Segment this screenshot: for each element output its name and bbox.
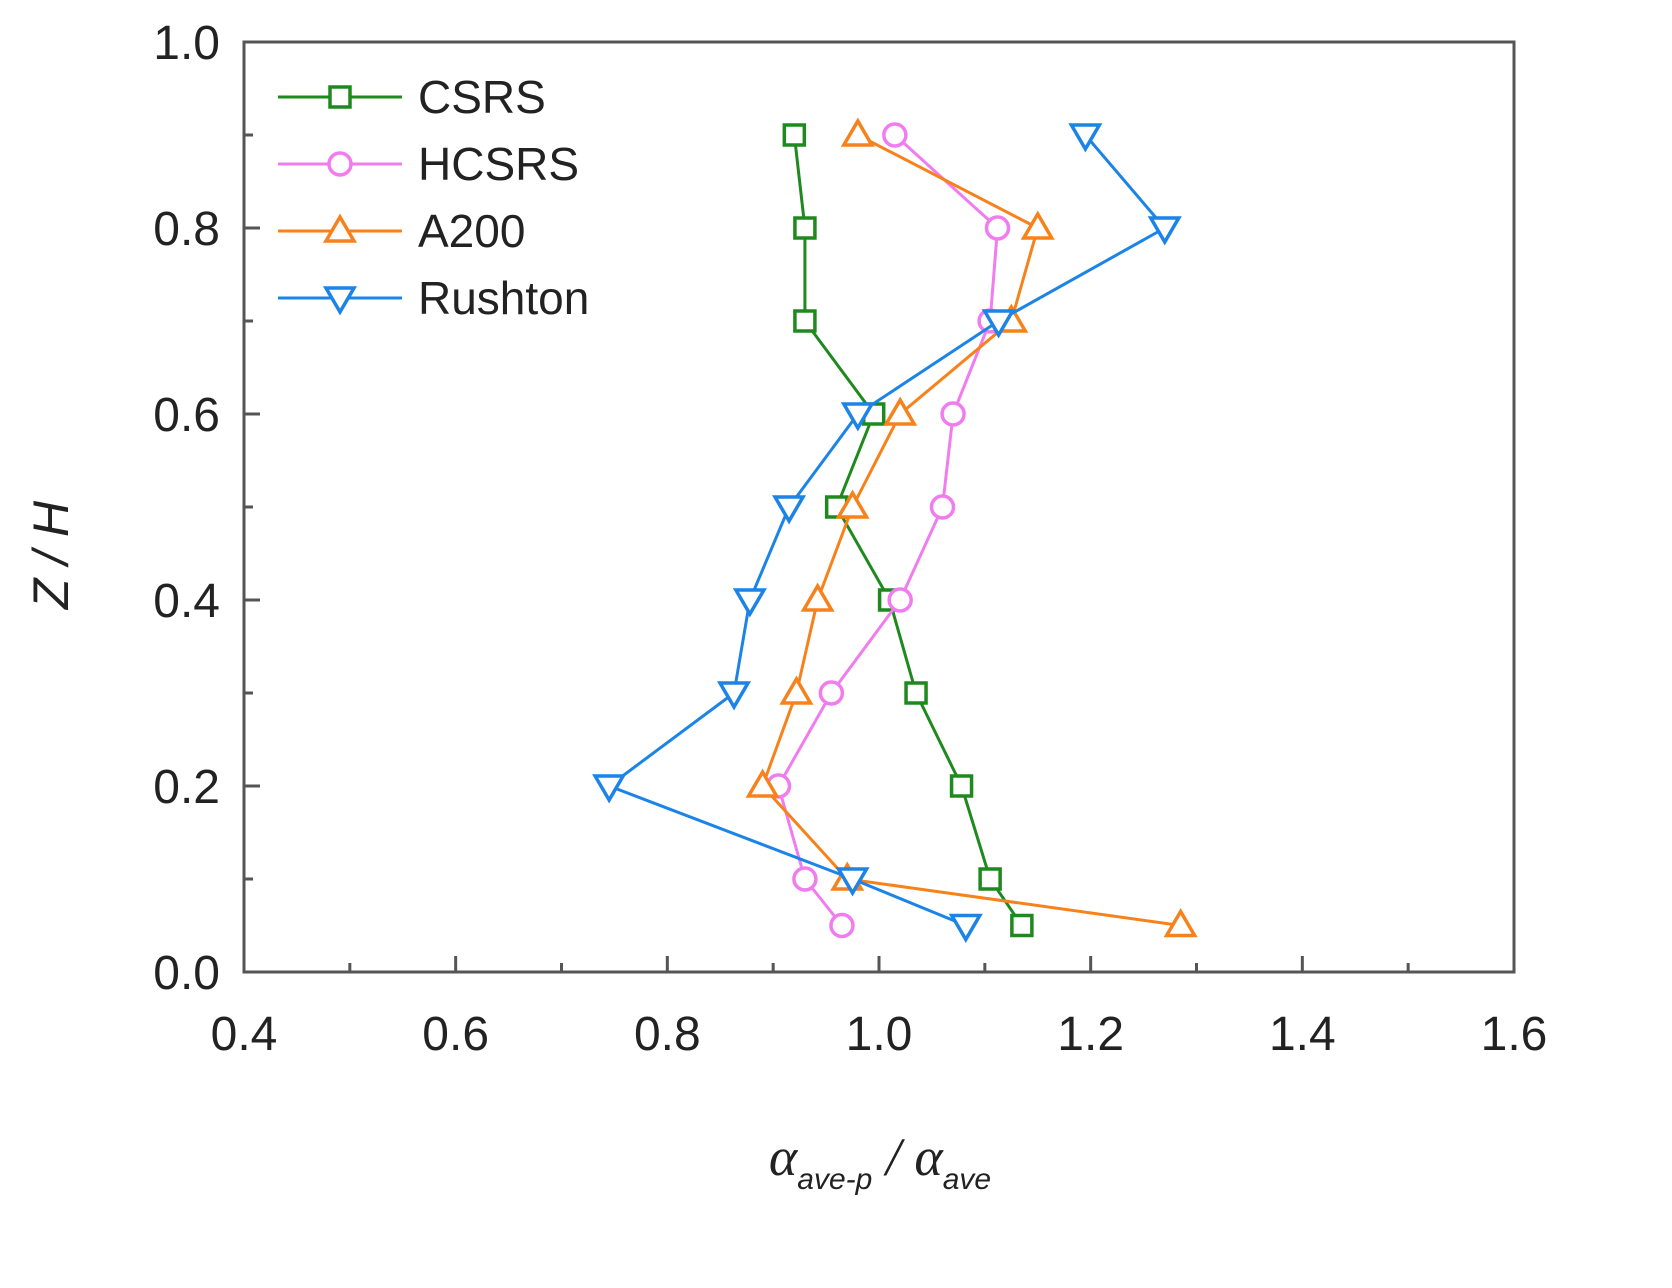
series-a200 — [745, 117, 1198, 938]
legend-label-csrs: CSRS — [418, 71, 546, 123]
y-tick-label: 0.0 — [153, 947, 220, 1000]
legend-marker-hcsrs — [327, 151, 353, 177]
legend: CSRS HCSRS A200 Rushton — [278, 71, 589, 324]
data-point-a200 — [1163, 908, 1198, 938]
data-point-rushton — [1068, 123, 1103, 153]
x-tick-label: 0.8 — [634, 1008, 701, 1061]
data-point-rushton — [948, 913, 983, 943]
x-tick-label: 1.6 — [1481, 1008, 1548, 1061]
data-point-a200 — [840, 117, 875, 147]
axis-ticks: 0.4 0.6 0.8 1.0 1.2 1.4 1.6 0.0 0.2 0.4 0.6 0.8 1.0 — [153, 17, 1547, 1061]
data-point-a200 — [1020, 210, 1055, 240]
data-point-rushton — [732, 588, 767, 618]
data-point-rushton — [771, 495, 807, 525]
data-point-csrs — [793, 309, 817, 333]
y-tick-label: 1.0 — [153, 17, 220, 70]
data-point-a200 — [883, 396, 918, 426]
data-point-csrs — [949, 774, 974, 798]
data-point-csrs — [904, 681, 928, 705]
x-tick-label: 1.2 — [1057, 1008, 1124, 1061]
legend-label-a200: A200 — [418, 205, 525, 257]
legend-item-csrs: CSRS — [278, 71, 546, 123]
data-point-hcsrs — [929, 494, 956, 520]
data-point-rushton — [592, 774, 627, 804]
y-tick-label: 0.6 — [153, 389, 220, 442]
data-point-hcsrs — [887, 587, 913, 613]
y-axis-label: Z / H — [23, 500, 79, 610]
data-point-hcsrs — [818, 680, 845, 706]
data-point-hcsrs — [882, 122, 908, 148]
x-tick-label: 1.4 — [1269, 1008, 1336, 1061]
x-axis-label: αave-p / αave — [769, 1127, 991, 1196]
x-tick-label: 1.0 — [846, 1008, 913, 1061]
data-point-hcsrs — [792, 866, 818, 892]
data-point-a200 — [779, 675, 814, 705]
legend-item-hcsrs: HCSRS — [278, 138, 579, 190]
series-line-hcsrs — [776, 133, 1000, 927]
legend-label-rushton: Rushton — [418, 272, 589, 324]
series-rushton — [592, 123, 1182, 943]
y-tick-label: 0.8 — [153, 203, 220, 256]
legend-marker-csrs — [328, 85, 352, 109]
data-point-a200 — [800, 582, 835, 612]
series-line-csrs — [792, 134, 1024, 927]
data-point-a200 — [835, 489, 870, 519]
series-line-a200 — [760, 133, 1181, 927]
legend-item-a200: A200 — [278, 205, 525, 257]
data-point-rushton — [835, 867, 870, 897]
series-hcsrs — [765, 122, 1011, 939]
data-series — [592, 117, 1198, 943]
y-tick-label: 0.4 — [153, 575, 220, 628]
y-tick-label: 0.2 — [153, 761, 220, 814]
data-point-a200 — [745, 768, 780, 798]
data-point-csrs — [793, 216, 817, 240]
legend-item-rushton: Rushton — [278, 272, 589, 324]
data-point-csrs — [782, 123, 807, 147]
x-tick-label: 0.4 — [211, 1008, 278, 1061]
data-point-hcsrs — [984, 215, 1011, 241]
data-point-rushton — [1147, 216, 1182, 246]
data-point-rushton — [716, 681, 752, 711]
data-point-hcsrs — [940, 401, 966, 427]
data-point-csrs — [978, 867, 1002, 891]
data-point-rushton — [840, 402, 875, 432]
data-point-csrs — [1010, 913, 1034, 938]
data-point-rushton — [981, 309, 1016, 339]
legend-marker-rushton — [322, 286, 358, 316]
legend-marker-a200 — [322, 213, 358, 243]
x-tick-label: 0.6 — [422, 1008, 489, 1061]
data-point-hcsrs — [829, 912, 855, 939]
series-line-rushton — [606, 134, 1168, 927]
legend-label-hcsrs: HCSRS — [418, 138, 579, 190]
